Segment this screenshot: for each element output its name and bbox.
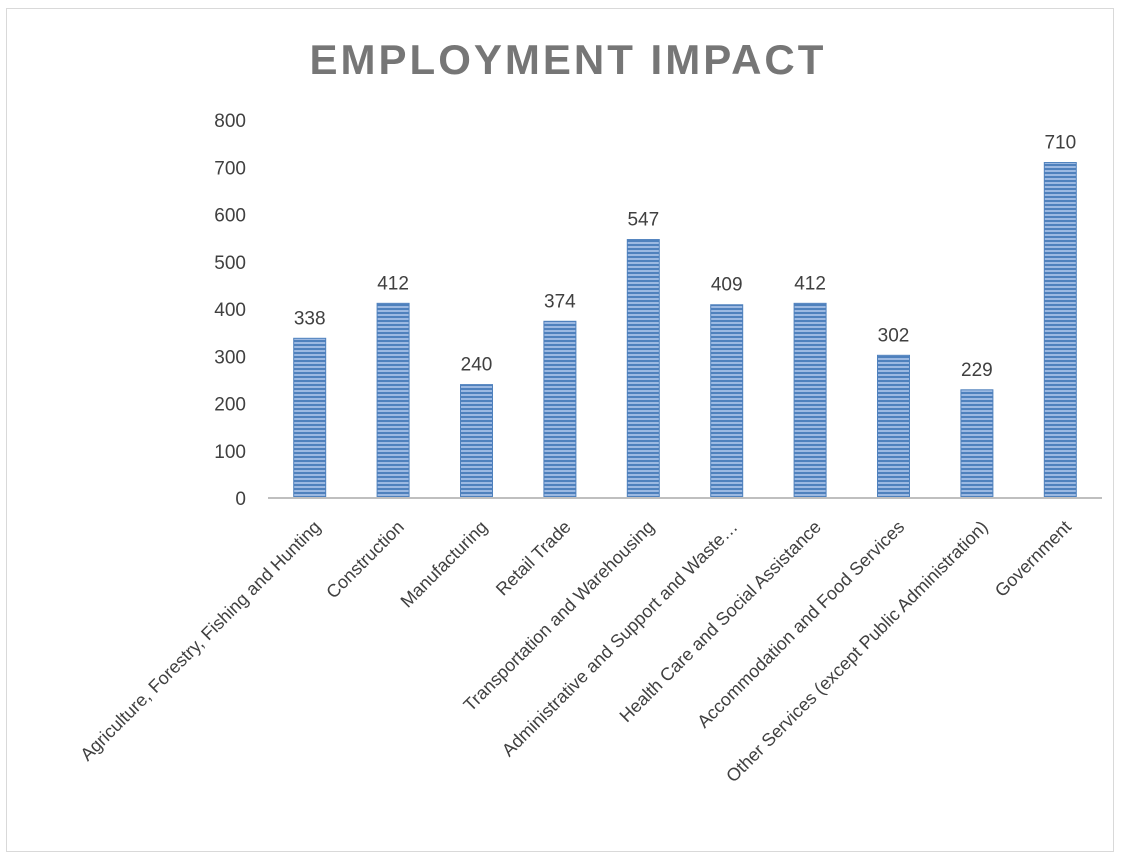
x-category-label: Construction: [322, 517, 408, 603]
data-labels: 338 412 240 374 547 409 412 302 229 710: [294, 133, 1076, 381]
y-tick-label: 0: [235, 489, 246, 510]
chart-title: EMPLOYMENT IMPACT: [310, 36, 827, 83]
bar-data-label: 412: [794, 273, 826, 294]
bar-data-label: 240: [461, 355, 493, 376]
x-axis: Agriculture, Forestry, Fishing and Hunti…: [76, 517, 1075, 787]
bar-series: [293, 162, 1077, 499]
bar-data-label: 302: [878, 325, 910, 346]
bar: [460, 384, 493, 499]
y-tick-label: 200: [214, 395, 246, 416]
x-category-label: Retail Trade: [492, 517, 575, 600]
bar: [543, 320, 577, 499]
y-tick-label: 100: [214, 442, 246, 463]
y-tick-label: 600: [214, 206, 246, 227]
x-category-label: Government: [991, 517, 1075, 601]
y-tick-label: 500: [214, 253, 246, 274]
y-tick-label: 700: [214, 158, 246, 179]
y-tick-label: 800: [214, 111, 246, 132]
bar-data-label: 412: [377, 273, 409, 294]
bar: [626, 239, 660, 499]
bar: [1043, 162, 1077, 499]
bar-data-label: 409: [711, 275, 743, 296]
bar-data-label: 374: [544, 291, 576, 312]
bar-data-label: 547: [627, 210, 659, 231]
bar-data-label: 710: [1044, 133, 1076, 154]
bar: [376, 302, 410, 499]
x-category-label: Agriculture, Forestry, Fishing and Hunti…: [76, 517, 324, 765]
bar-data-label: 229: [961, 360, 993, 381]
bar: [293, 337, 327, 499]
bar-data-label: 338: [294, 308, 326, 329]
y-tick-label: 300: [214, 347, 246, 368]
bar: [710, 304, 744, 499]
bar: [793, 302, 827, 499]
bar: [877, 354, 910, 499]
y-axis: 0 100 200 300 400 500 600 700 800: [214, 111, 246, 510]
bar: [960, 389, 994, 499]
y-tick-label: 400: [214, 300, 246, 321]
x-category-label: Manufacturing: [397, 517, 492, 612]
